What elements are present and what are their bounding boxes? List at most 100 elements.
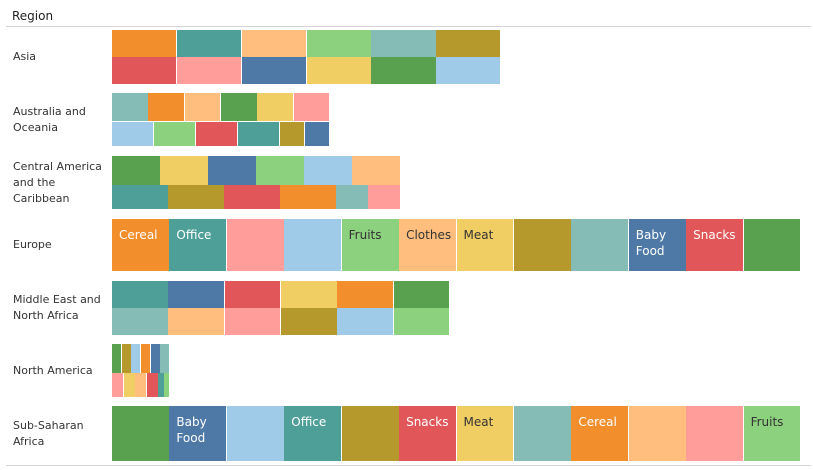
treemap-cell[interactable] (221, 93, 258, 123)
treemap-cell[interactable] (284, 219, 343, 272)
treemap-cell[interactable]: Office (169, 219, 228, 272)
treemap-cell[interactable]: Fruits (341, 219, 400, 272)
treemap-cell[interactable] (112, 93, 149, 123)
cell-label: Fruits (348, 228, 382, 242)
treemap-cell[interactable]: Cereal (571, 406, 630, 462)
treemap-cell[interactable] (160, 156, 209, 186)
treemap-cell[interactable] (164, 373, 171, 399)
treemap-cell[interactable] (306, 57, 372, 85)
treemap-cell[interactable] (304, 156, 353, 186)
treemap-cell[interactable] (176, 30, 243, 58)
bottom-divider (6, 465, 811, 466)
treemap-cell[interactable] (195, 121, 239, 148)
treemap-cell[interactable] (256, 156, 305, 186)
treemap-cell[interactable] (150, 344, 161, 374)
treemap-cell[interactable]: Baby Food (169, 406, 228, 462)
treemap-cell[interactable] (176, 57, 243, 85)
treemap-cell[interactable] (436, 30, 502, 58)
cell-label: Office (291, 415, 327, 429)
treemap-cell[interactable] (306, 30, 372, 58)
treemap-cell[interactable] (226, 219, 285, 272)
treemap-cell[interactable] (237, 121, 281, 148)
treemap-cell[interactable] (112, 185, 169, 211)
treemap-cell[interactable] (168, 308, 226, 336)
treemap-cell[interactable] (224, 281, 282, 309)
cell-label: Office (176, 228, 212, 242)
treemap-cell[interactable] (352, 156, 401, 186)
treemap-cell[interactable] (112, 156, 161, 186)
treemap-cell[interactable] (241, 30, 307, 58)
treemap-cell[interactable] (337, 281, 395, 309)
treemap-cell[interactable] (153, 121, 197, 148)
treemap-cell[interactable]: Meat (456, 219, 515, 272)
treemap-cell[interactable] (121, 344, 132, 374)
treemap-cell[interactable] (112, 344, 123, 374)
treemap-cell[interactable] (393, 308, 451, 336)
treemap-cell[interactable] (224, 308, 282, 336)
treemap-cell[interactable] (304, 121, 331, 148)
region-label: Central America and the Caribbean (13, 160, 102, 205)
treemap-cell[interactable] (281, 308, 338, 336)
treemap-cell[interactable] (141, 344, 152, 374)
treemap-cell[interactable] (112, 281, 169, 309)
treemap-cell[interactable] (112, 57, 178, 85)
treemap-cell[interactable] (628, 406, 687, 462)
treemap-cell[interactable] (281, 281, 338, 309)
treemap-cell[interactable] (112, 121, 155, 148)
region-label: Asia (13, 50, 37, 63)
treemap-cell[interactable] (293, 93, 331, 123)
treemap-cell[interactable] (368, 185, 401, 211)
treemap-cell[interactable] (135, 373, 148, 399)
treemap-cell[interactable] (436, 57, 502, 85)
treemap-cell[interactable] (224, 185, 281, 211)
treemap-cell[interactable] (208, 156, 257, 186)
treemap-cell[interactable] (513, 406, 572, 462)
treemap-cell[interactable]: Office (284, 406, 343, 462)
treemap-cell[interactable] (571, 219, 630, 272)
treemap-cell[interactable] (112, 308, 169, 336)
treemap-cell[interactable] (280, 185, 337, 211)
treemap-cell[interactable] (743, 219, 802, 272)
treemap-cell[interactable]: Clothes (399, 219, 457, 272)
treemap-cell[interactable]: Snacks (399, 406, 457, 462)
region-label: Australia and Oceania (13, 105, 86, 134)
treemap-cell[interactable] (371, 57, 437, 85)
treemap-cell[interactable]: Meat (456, 406, 515, 462)
treemap-cell[interactable] (158, 373, 165, 399)
treemap-cell[interactable]: Baby Food (628, 219, 687, 272)
treemap-cell[interactable] (279, 121, 306, 148)
treemap-cell[interactable] (241, 57, 307, 85)
treemap-cell[interactable] (686, 406, 745, 462)
treemap-cell[interactable] (513, 219, 572, 272)
treemap-cell[interactable]: Cereal (112, 219, 170, 272)
treemap-cell[interactable]: Fruits (743, 406, 802, 462)
treemap-cell[interactable] (112, 373, 125, 399)
treemap-cell[interactable] (148, 93, 186, 123)
treemap-cell[interactable] (341, 406, 400, 462)
treemap-cell[interactable] (168, 281, 226, 309)
treemap-cell[interactable] (336, 185, 369, 211)
region-label: Middle East and North Africa (13, 293, 101, 322)
cell-label: Meat (463, 415, 494, 429)
treemap-cell[interactable] (112, 30, 178, 58)
cell-label: Fruits (750, 415, 784, 429)
treemap-cell[interactable] (337, 308, 395, 336)
cell-label: Snacks (406, 415, 449, 429)
header-divider (6, 26, 811, 27)
treemap-cell[interactable] (123, 373, 136, 399)
region-label: Europe (13, 238, 52, 251)
region-label: Sub-Saharan Africa (13, 418, 84, 448)
treemap-cell[interactable] (226, 406, 285, 462)
treemap-cell[interactable] (160, 344, 171, 374)
treemap-cell[interactable] (371, 30, 437, 58)
treemap-cell[interactable]: Snacks (686, 219, 745, 272)
cell-label: Snacks (693, 228, 736, 242)
treemap-cell[interactable] (184, 93, 222, 123)
treemap-cell[interactable] (168, 185, 225, 211)
treemap-cell[interactable] (112, 406, 170, 462)
treemap-cell[interactable] (131, 344, 142, 374)
treemap-cell[interactable] (257, 93, 295, 123)
treemap-cell[interactable] (146, 373, 159, 399)
treemap-cell[interactable] (393, 281, 451, 309)
